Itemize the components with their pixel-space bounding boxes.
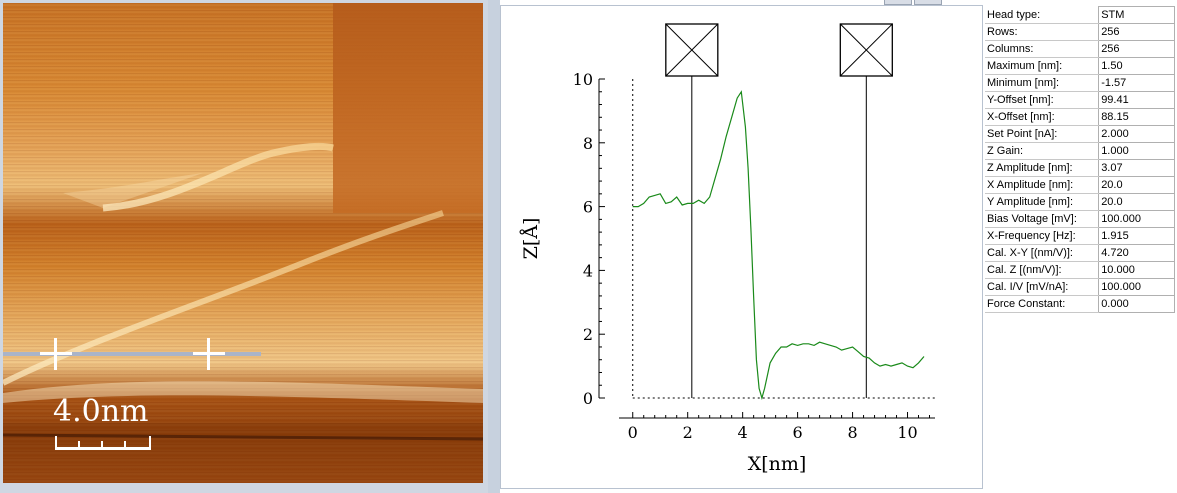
parameter-row: Y-Offset [nm]: 99.41	[985, 91, 1175, 109]
parameter-row: X-Frequency [Hz]: 1.915	[985, 227, 1175, 245]
window-button-1[interactable]	[884, 0, 912, 5]
parameter-value: 2.000	[1098, 125, 1175, 143]
parameter-label: Maximum [nm]:	[985, 57, 1099, 75]
y-tick-label: 6	[583, 198, 593, 217]
parameter-value: 0.000	[1098, 295, 1175, 313]
scan-parameters-table: Head type: STM Rows: 256 Columns: 256 Maximum …	[985, 6, 1175, 313]
parameter-label: Cal. Z [(nm/V)]:	[985, 261, 1099, 279]
y-tick-label: 2	[583, 325, 593, 344]
parameter-value: 100.000	[1098, 278, 1175, 296]
height-profile-line	[632, 90, 925, 401]
parameter-label: X Amplitude [nm]:	[985, 176, 1099, 194]
parameter-label: Rows:	[985, 23, 1099, 41]
x-axis-label: X[nm]	[748, 453, 807, 475]
y-tick-label: 10	[573, 70, 593, 89]
y-axis-label: Z[Å]	[520, 218, 542, 260]
line-profile-chart: 0 2 4 6 8 10 0 2 4 6 8 10 X[nm] Z[Å]	[520, 23, 935, 475]
parameter-label: Y Amplitude [nm]:	[985, 193, 1099, 211]
x-tick-label: 10	[897, 423, 917, 442]
x-tick-label: 0	[628, 423, 638, 442]
y-tick-label: 0	[583, 389, 593, 408]
window-button-2[interactable]	[914, 0, 942, 5]
parameter-row: Set Point [nA]: 2.000	[985, 125, 1175, 143]
parameter-label: Cal. I/V [mV/nA]:	[985, 278, 1099, 296]
parameter-label: Z Amplitude [nm]:	[985, 159, 1099, 177]
parameter-value: 20.0	[1098, 193, 1175, 211]
line-profile-chart-panel: 0 2 4 6 8 10 0 2 4 6 8 10 X[nm] Z[Å]	[500, 5, 983, 489]
parameter-row: Force Constant: 0.000	[985, 295, 1175, 313]
parameter-label: Head type:	[985, 6, 1099, 24]
parameter-value: 1.000	[1098, 142, 1175, 160]
scan-line-start-handle[interactable]	[40, 338, 72, 370]
parameter-row: Minimum [nm]: -1.57	[985, 74, 1175, 92]
parameter-row: Maximum [nm]: 1.50	[985, 57, 1175, 75]
parameter-value: 20.0	[1098, 176, 1175, 194]
window-buttons[interactable]	[884, 0, 944, 5]
parameter-value: 256	[1098, 23, 1175, 41]
parameter-value: 256	[1098, 40, 1175, 58]
y-tick-label: 8	[583, 134, 593, 153]
image-inset-region	[333, 3, 483, 213]
parameter-label: Z Gain:	[985, 142, 1099, 160]
profile-scan-line[interactable]	[3, 352, 261, 356]
cursor-handle-cross	[839, 23, 893, 77]
parameter-label: Bias Voltage [mV]:	[985, 210, 1099, 228]
parameter-label: X-Frequency [Hz]:	[985, 227, 1099, 245]
x-tick-label: 6	[793, 423, 803, 442]
parameter-row: Head type: STM	[985, 6, 1175, 24]
parameter-value: STM	[1098, 6, 1175, 24]
parameter-value: 1.50	[1098, 57, 1175, 75]
y-tick-label: 4	[583, 261, 593, 280]
scale-bar	[55, 434, 151, 450]
x-tick-label: 2	[683, 423, 693, 442]
parameter-row: Cal. Z [(nm/V)]: 10.000	[985, 261, 1175, 279]
parameter-value: -1.57	[1098, 74, 1175, 92]
parameter-value: 1.915	[1098, 227, 1175, 245]
parameter-label: X-Offset [nm]:	[985, 108, 1099, 126]
parameter-row: Cal. I/V [mV/nA]: 100.000	[985, 278, 1175, 296]
parameter-value: 4.720	[1098, 244, 1175, 262]
scan-line-end-handle[interactable]	[193, 338, 225, 370]
cursor-handle-cross	[665, 23, 719, 77]
parameter-label: Set Point [nA]:	[985, 125, 1099, 143]
parameter-row: Cal. X-Y [(nm/V)]: 4.720	[985, 244, 1175, 262]
parameter-value: 10.000	[1098, 261, 1175, 279]
parameter-value: 100.000	[1098, 210, 1175, 228]
x-tick-label: 4	[738, 423, 748, 442]
parameter-label: Cal. X-Y [(nm/V)]:	[985, 244, 1099, 262]
atomic-step-edges	[3, 142, 483, 483]
parameter-row: Z Amplitude [nm]: 3.07	[985, 159, 1175, 177]
parameter-row: Y Amplitude [nm]: 20.0	[985, 193, 1175, 211]
parameter-label: Minimum [nm]:	[985, 74, 1099, 92]
parameter-label: Force Constant:	[985, 295, 1099, 313]
parameter-value: 88.15	[1098, 108, 1175, 126]
panel-splitter[interactable]	[488, 0, 500, 493]
parameter-value: 3.07	[1098, 159, 1175, 177]
scale-bar-label: 4.0nm	[53, 394, 149, 429]
parameter-row: Rows: 256	[985, 23, 1175, 41]
stm-topography-image[interactable]: 4.0nm	[3, 3, 483, 483]
parameter-row: X Amplitude [nm]: 20.0	[985, 176, 1175, 194]
x-tick-label: 8	[847, 423, 857, 442]
parameter-label: Y-Offset [nm]:	[985, 91, 1099, 109]
parameter-row: X-Offset [nm]: 88.15	[985, 108, 1175, 126]
parameter-row: Columns: 256	[985, 40, 1175, 58]
parameter-row: Bias Voltage [mV]: 100.000	[985, 210, 1175, 228]
stm-image-panel: 4.0nm	[0, 0, 488, 493]
parameter-label: Columns:	[985, 40, 1099, 58]
parameter-row: Z Gain: 1.000	[985, 142, 1175, 160]
parameter-value: 99.41	[1098, 91, 1175, 109]
